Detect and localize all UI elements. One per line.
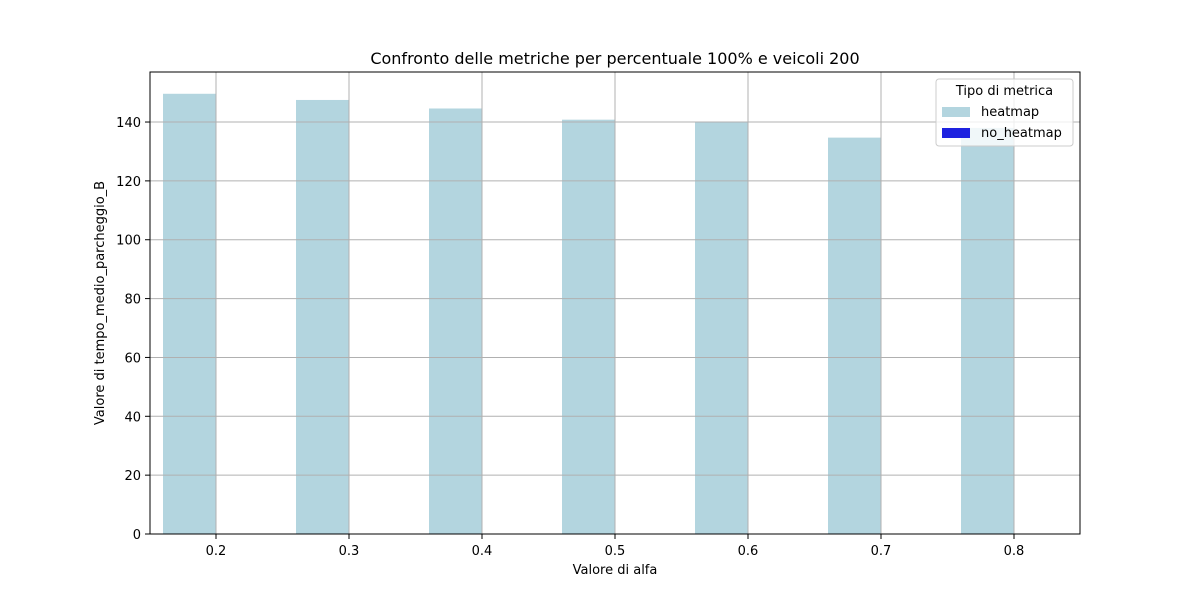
- y-tick-label: 120: [116, 175, 141, 190]
- bars: [163, 93, 1014, 535]
- x-tick-label: 0.5: [605, 544, 626, 559]
- y-tick-label: 20: [124, 469, 141, 484]
- bar-heatmap-0.3: [296, 99, 349, 534]
- y-axis-title: Valore di tempo_medio_parcheggio_B: [93, 181, 108, 425]
- legend-label-heatmap: heatmap: [981, 105, 1039, 120]
- x-tick-label: 0.8: [1004, 544, 1025, 559]
- legend-swatch-no-heatmap: [942, 128, 970, 138]
- x-tick-label: 0.4: [472, 544, 493, 559]
- x-axis-ticks: 0.2 0.3 0.4 0.5 0.6 0.7 0.8: [206, 534, 1025, 559]
- x-tick-label: 0.7: [871, 544, 892, 559]
- bar-heatmap-0.5: [562, 119, 615, 535]
- legend-swatch-heatmap: [942, 107, 970, 117]
- y-tick-label: 40: [124, 410, 141, 425]
- y-tick-label: 0: [133, 528, 141, 543]
- x-tick-label: 0.2: [206, 544, 227, 559]
- y-tick-label: 100: [116, 234, 141, 249]
- bar-heatmap-0.6: [695, 122, 748, 534]
- bar-heatmap-0.4: [429, 108, 482, 535]
- legend-label-no-heatmap: no_heatmap: [981, 126, 1062, 141]
- bar-heatmap-0.8: [961, 127, 1014, 534]
- grid-lines: [150, 72, 1080, 535]
- y-tick-label: 140: [116, 116, 141, 131]
- bar-heatmap-0.2: [163, 93, 216, 535]
- legend: Tipo di metrica heatmap no_heatmap: [935, 78, 1074, 147]
- y-axis-ticks: 0 20 40 60 80 100 120 140: [116, 116, 150, 543]
- bar-heatmap-0.7: [828, 137, 881, 535]
- y-tick-label: 80: [124, 293, 141, 308]
- y-tick-label: 60: [124, 351, 141, 366]
- chart-title: Confronto delle metriche per percentuale…: [370, 49, 859, 68]
- legend-frame: [935, 78, 1074, 147]
- x-axis-title: Valore di alfa: [573, 563, 658, 578]
- legend-title: Tipo di metrica: [955, 84, 1053, 99]
- x-tick-label: 0.6: [738, 544, 759, 559]
- x-tick-label: 0.3: [339, 544, 360, 559]
